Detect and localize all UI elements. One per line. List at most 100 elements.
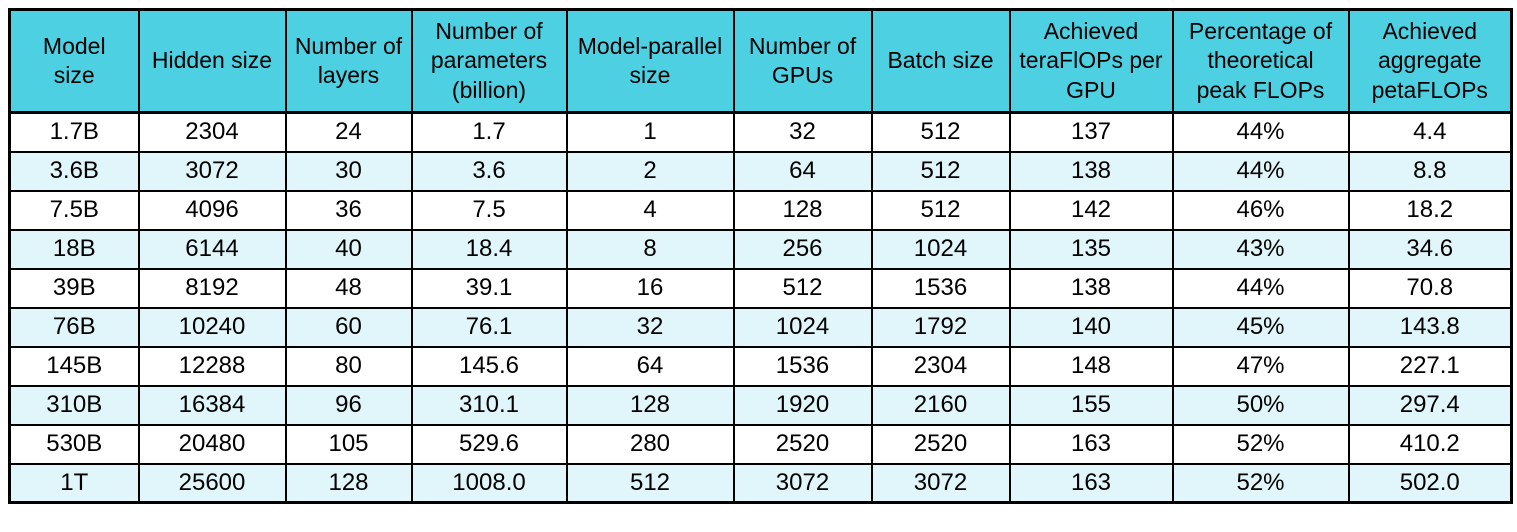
table-cell: 44% bbox=[1171, 150, 1350, 192]
table-cell: 47% bbox=[1171, 345, 1350, 387]
table-cell: 36 bbox=[284, 189, 413, 231]
table-cell: 50% bbox=[1171, 384, 1350, 426]
table-cell: 163 bbox=[1008, 462, 1174, 504]
table-cell: 310.1 bbox=[410, 384, 568, 426]
table-cell: 44% bbox=[1171, 111, 1350, 153]
table-cell: 512 bbox=[565, 462, 735, 504]
column-header: Number of parameters (billion) bbox=[410, 8, 568, 114]
table-cell: 163 bbox=[1008, 423, 1174, 465]
table-cell: 20480 bbox=[137, 423, 287, 465]
table-cell: 128 bbox=[565, 384, 735, 426]
table-row: 7.5B 4096 36 7.5 4 128 512 142 46% 18.2 bbox=[8, 189, 1513, 231]
table-cell: 2520 bbox=[732, 423, 873, 465]
table-cell: 39B bbox=[8, 267, 140, 309]
table-cell: 39.1 bbox=[410, 267, 568, 309]
column-header: Model size bbox=[8, 8, 140, 114]
table-cell: 529.6 bbox=[410, 423, 568, 465]
column-header: Percentage of theoretical peak FLOPs bbox=[1171, 8, 1350, 114]
table-cell: 6144 bbox=[137, 228, 287, 270]
table-cell: 45% bbox=[1171, 306, 1350, 348]
table-cell: 25600 bbox=[137, 462, 287, 504]
table-cell: 1536 bbox=[732, 345, 873, 387]
table-cell: 1536 bbox=[870, 267, 1011, 309]
table-cell: 10240 bbox=[137, 306, 287, 348]
table-cell: 128 bbox=[284, 462, 413, 504]
table-cell: 76B bbox=[8, 306, 140, 348]
table-cell: 76.1 bbox=[410, 306, 568, 348]
table-cell: 3072 bbox=[732, 462, 873, 504]
table-row: 310B 16384 96 310.1 128 1920 2160 155 50% 297.4 bbox=[8, 384, 1513, 426]
table-cell: 310B bbox=[8, 384, 140, 426]
column-header: Number of layers bbox=[284, 8, 413, 114]
table-cell: 43% bbox=[1171, 228, 1350, 270]
table-cell: 52% bbox=[1171, 423, 1350, 465]
table-cell: 3.6 bbox=[410, 150, 568, 192]
table-cell: 135 bbox=[1008, 228, 1174, 270]
table-cell: 32 bbox=[565, 306, 735, 348]
table-cell: 96 bbox=[284, 384, 413, 426]
table-row: 18B 6144 40 18.4 8 256 1024 135 43% 34.6 bbox=[8, 228, 1513, 270]
table-cell: 227.1 bbox=[1347, 345, 1513, 387]
table-cell: 512 bbox=[870, 150, 1011, 192]
table-cell: 145.6 bbox=[410, 345, 568, 387]
table-cell: 16384 bbox=[137, 384, 287, 426]
table-cell: 530B bbox=[8, 423, 140, 465]
table-cell: 8.8 bbox=[1347, 150, 1513, 192]
table-cell: 40 bbox=[284, 228, 413, 270]
table-cell: 18B bbox=[8, 228, 140, 270]
table-cell: 30 bbox=[284, 150, 413, 192]
table-cell: 8 bbox=[565, 228, 735, 270]
table-cell: 137 bbox=[1008, 111, 1174, 153]
table-cell: 18.4 bbox=[410, 228, 568, 270]
table-cell: 52% bbox=[1171, 462, 1350, 504]
table-cell: 148 bbox=[1008, 345, 1174, 387]
table-cell: 3.6B bbox=[8, 150, 140, 192]
table-cell: 1 bbox=[565, 111, 735, 153]
table-cell: 4 bbox=[565, 189, 735, 231]
column-header: Number of GPUs bbox=[732, 8, 873, 114]
table-cell: 44% bbox=[1171, 267, 1350, 309]
table-cell: 48 bbox=[284, 267, 413, 309]
table-row: 1T 25600 128 1008.0 512 3072 3072 163 52% 502.0 bbox=[8, 462, 1513, 504]
table-cell: 142 bbox=[1008, 189, 1174, 231]
table-row: 1.7B 2304 24 1.7 1 32 512 137 44% 4.4 bbox=[8, 111, 1513, 153]
table-cell: 1024 bbox=[732, 306, 873, 348]
table-cell: 512 bbox=[732, 267, 873, 309]
table-cell: 280 bbox=[565, 423, 735, 465]
table-cell: 64 bbox=[732, 150, 873, 192]
table-cell: 502.0 bbox=[1347, 462, 1513, 504]
table-cell: 512 bbox=[870, 111, 1011, 153]
table-cell: 8192 bbox=[137, 267, 287, 309]
model-scaling-table: Model size Hidden size Number of layers Num… bbox=[8, 8, 1513, 504]
table-row: 530B 20480 105 529.6 280 2520 2520 163 52% 410.2 bbox=[8, 423, 1513, 465]
table-header: Model size Hidden size Number of layers Num… bbox=[8, 8, 1513, 114]
table-cell: 410.2 bbox=[1347, 423, 1513, 465]
table-cell: 32 bbox=[732, 111, 873, 153]
table-cell: 143.8 bbox=[1347, 306, 1513, 348]
table-row: 39B 8192 48 39.1 16 512 1536 138 44% 70.8 bbox=[8, 267, 1513, 309]
table-cell: 4.4 bbox=[1347, 111, 1513, 153]
table-cell: 2520 bbox=[870, 423, 1011, 465]
table-body: 1.7B 2304 24 1.7 1 32 512 137 44% 4.4 3.6B 3072 30 3.… bbox=[8, 111, 1513, 504]
table-cell: 70.8 bbox=[1347, 267, 1513, 309]
column-header: Achieved teraFlOPs per GPU bbox=[1008, 8, 1174, 114]
table-row: 3.6B 3072 30 3.6 2 64 512 138 44% 8.8 bbox=[8, 150, 1513, 192]
table-cell: 1024 bbox=[870, 228, 1011, 270]
table-cell: 1792 bbox=[870, 306, 1011, 348]
table-cell: 2160 bbox=[870, 384, 1011, 426]
table-cell: 1.7B bbox=[8, 111, 140, 153]
table-cell: 155 bbox=[1008, 384, 1174, 426]
table-cell: 7.5 bbox=[410, 189, 568, 231]
table-cell: 256 bbox=[732, 228, 873, 270]
table-cell: 105 bbox=[284, 423, 413, 465]
table-cell: 1.7 bbox=[410, 111, 568, 153]
table-cell: 1920 bbox=[732, 384, 873, 426]
table-cell: 3072 bbox=[137, 150, 287, 192]
table-cell: 140 bbox=[1008, 306, 1174, 348]
column-header: Model-parallel size bbox=[565, 8, 735, 114]
table-row: 76B 10240 60 76.1 32 1024 1792 140 45% 143.8 bbox=[8, 306, 1513, 348]
table-cell: 512 bbox=[870, 189, 1011, 231]
column-header: Achieved aggregate petaFLOPs bbox=[1347, 8, 1513, 114]
table-cell: 128 bbox=[732, 189, 873, 231]
table-cell: 3072 bbox=[870, 462, 1011, 504]
